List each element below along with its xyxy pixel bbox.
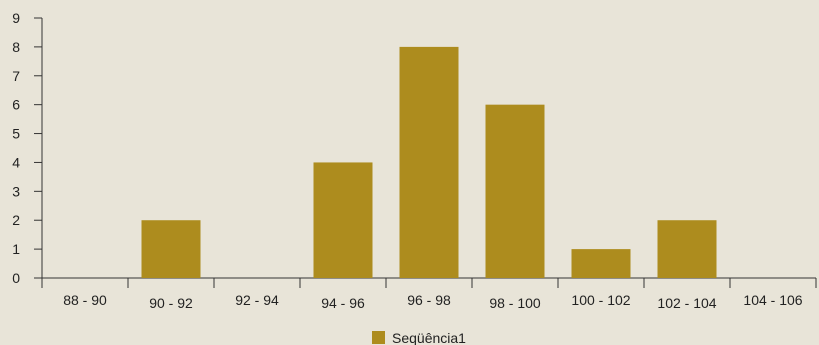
y-tick-label: 2 (12, 212, 20, 228)
bar (313, 162, 373, 278)
y-tick-label: 7 (12, 68, 20, 84)
x-tick-label: 96 - 98 (407, 292, 451, 308)
x-tick-label: 104 - 106 (743, 292, 802, 308)
y-axis: 0 1 2 3 4 5 6 7 8 9 (12, 10, 43, 286)
y-tick-label: 1 (12, 241, 20, 257)
legend: Seqüência1 (372, 330, 466, 345)
bar (485, 104, 545, 279)
x-tick-label: 88 - 90 (63, 292, 107, 308)
y-tick-label: 8 (12, 39, 20, 55)
bar (657, 220, 717, 278)
bar (141, 220, 201, 278)
x-axis: 88 - 90 90 - 92 92 - 94 94 - 96 96 - 98 98 - … (41, 277, 817, 311)
y-tick-label: 9 (12, 10, 20, 26)
x-tick-label: 102 - 104 (657, 295, 716, 311)
x-tick-label: 98 - 100 (489, 295, 541, 311)
bar (571, 249, 631, 278)
bars (141, 46, 717, 279)
bar (399, 46, 459, 279)
x-tick-label: 92 - 94 (235, 292, 279, 308)
y-tick-label: 5 (12, 126, 20, 142)
legend-swatch (372, 331, 385, 344)
x-tick-label: 94 - 96 (321, 295, 365, 311)
x-tick-label: 90 - 92 (149, 295, 193, 311)
legend-label: Seqüência1 (392, 330, 466, 345)
y-tick-label: 0 (12, 270, 20, 286)
y-tick-label: 6 (12, 97, 20, 113)
y-tick-label: 3 (12, 183, 20, 199)
x-tick-label: 100 - 102 (571, 292, 630, 308)
y-tick-label: 4 (12, 154, 20, 170)
